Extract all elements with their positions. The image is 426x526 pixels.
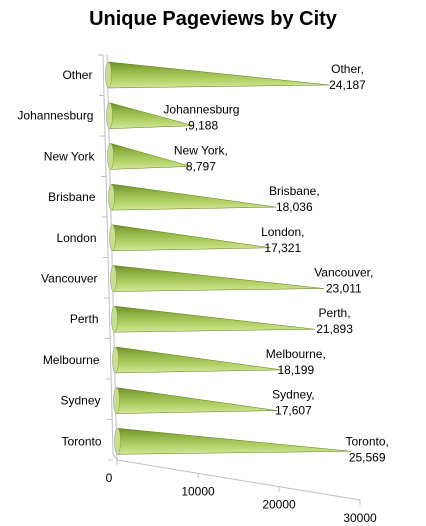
data-label: Sydney, (272, 388, 314, 402)
category-label: Other (62, 68, 92, 82)
bar (108, 61, 330, 89)
data-label: Vancouver, (314, 266, 373, 280)
bar-base (113, 387, 120, 414)
bar-base (114, 428, 121, 455)
bar-base (105, 61, 112, 89)
data-label: 23,011 (326, 282, 362, 296)
chart-title: Unique Pageviews by City (89, 8, 337, 30)
value-axis-floor-line (116, 459, 361, 501)
data-label: Toronto, (345, 434, 388, 448)
x-tick-label: 30000 (343, 511, 377, 525)
data-label: Perth, (319, 306, 351, 320)
data-label: Johannesburg (163, 103, 239, 117)
bar-base (110, 265, 117, 292)
bar (116, 387, 278, 414)
data-label: 18,036 (276, 200, 313, 214)
data-label: 8,797 (186, 159, 216, 173)
data-label: 17,321 (264, 241, 301, 255)
bar (113, 265, 324, 292)
category-label: New York (44, 149, 96, 163)
data-label: Brisbane, (269, 184, 320, 198)
category-label: Brisbane (48, 190, 96, 204)
bar-base (106, 102, 113, 129)
category-label: Toronto (62, 434, 102, 448)
data-label: 21,893 (316, 322, 353, 336)
data-label: Other, (331, 62, 364, 76)
category-label: London (56, 231, 96, 245)
bar-base (112, 346, 119, 374)
category-label: Perth (70, 312, 99, 326)
bar-base (107, 143, 114, 170)
bar (117, 428, 352, 455)
bar (114, 305, 315, 333)
category-label: Vancouver (41, 272, 97, 286)
bar-base (108, 183, 115, 211)
axis-corner-line (112, 453, 118, 461)
bar (115, 346, 282, 374)
data-label: ,9,188 (185, 119, 219, 133)
bar (112, 224, 271, 252)
data-label: 24,187 (329, 78, 366, 92)
data-label: Melbourne, (266, 347, 326, 361)
data-label: 25,569 (349, 450, 386, 464)
category-axis-line (102, 54, 114, 455)
data-label: New York, (174, 143, 228, 157)
category-label: Sydney (61, 394, 101, 408)
x-tick-label: 10000 (181, 484, 215, 498)
data-label: 18,199 (277, 363, 314, 377)
x-tick-label: 20000 (262, 498, 296, 512)
bar-base (109, 224, 116, 252)
category-label: Johannesburg (17, 109, 93, 123)
bar-base (111, 305, 118, 333)
data-label: London, (261, 225, 304, 239)
category-label: Melbourne (43, 353, 100, 367)
data-label: 17,607 (275, 404, 312, 418)
bar (111, 183, 277, 211)
x-tick-label: 0 (106, 471, 113, 485)
